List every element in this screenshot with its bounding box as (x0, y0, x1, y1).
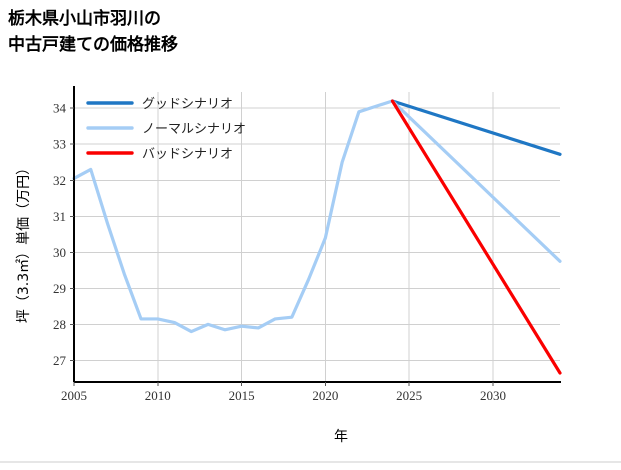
legend-item[interactable]: ノーマルシナリオ (86, 122, 246, 137)
x-tick-label: 2005 (61, 388, 87, 403)
x-axis-title: 年 (334, 429, 348, 445)
chart-title-line-1: 栃木県小山市羽川の (8, 8, 161, 29)
legend-label-2: ノーマルシナリオ (142, 122, 246, 137)
x-tick-label: 2030 (480, 388, 506, 403)
data-series-layer (72, 99, 562, 375)
y-tick-label: 31 (53, 209, 66, 224)
legend-item[interactable]: バッドシナリオ (86, 147, 233, 162)
y-tick-label: 28 (53, 317, 66, 332)
series-line-1 (390, 99, 562, 156)
y-tick-label: 27 (53, 353, 67, 368)
x-tick-label: 2020 (312, 388, 338, 403)
legend-item[interactable]: グッドシナリオ (86, 97, 233, 112)
axes (70, 86, 561, 386)
y-axis-title: 坪（3.3㎡）単価（万円） (16, 161, 32, 323)
y-tick-label: 30 (53, 245, 66, 260)
x-tick-label: 2025 (396, 388, 422, 403)
y-tick-label: 29 (53, 281, 66, 296)
series-line-3 (390, 99, 562, 375)
x-tick-label: 2010 (145, 388, 171, 403)
legend-label-1: グッドシナリオ (142, 97, 233, 112)
y-tick-label: 34 (53, 101, 67, 116)
series-line-2 (72, 99, 562, 334)
legend-label-3: バッドシナリオ (142, 147, 233, 162)
y-tick-label: 32 (53, 173, 66, 188)
chart-title-line-2: 中古戸建ての価格推移 (8, 34, 178, 55)
tick-labels: 27 28 29 30 31 32 33 34 2005 2010 2015 2020 2025 2030 (53, 101, 506, 403)
y-tick-label: 33 (53, 137, 66, 152)
x-tick-label: 2015 (229, 388, 255, 403)
